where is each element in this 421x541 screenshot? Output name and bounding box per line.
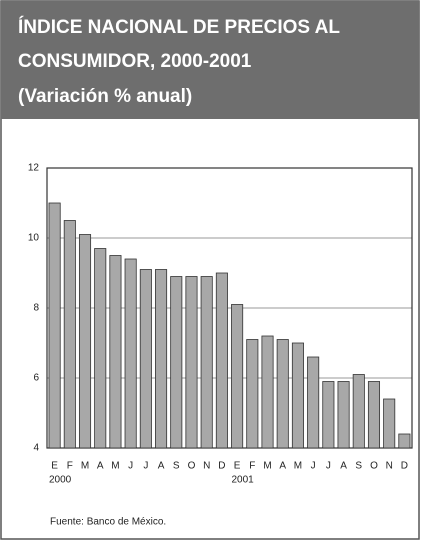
bar — [383, 398, 396, 449]
x-tick-label: A — [340, 461, 347, 472]
bar — [78, 234, 92, 449]
x-tick-label: M — [263, 461, 271, 472]
bar — [63, 220, 76, 449]
bar — [367, 381, 381, 449]
bar — [200, 276, 213, 449]
x-tick-label: M — [111, 461, 119, 472]
bar — [139, 269, 152, 449]
bar — [48, 202, 61, 449]
x-tick-label: M — [81, 461, 89, 472]
header — [1, 1, 419, 119]
bar — [261, 335, 274, 449]
x-tick-label: J — [326, 461, 331, 472]
bar — [94, 248, 107, 449]
x-tick-label: F — [249, 461, 255, 472]
x-tick-label: O — [370, 461, 378, 472]
x-tick-label: D — [401, 461, 408, 472]
bar — [246, 339, 259, 449]
x-tick-label: A — [158, 461, 165, 472]
bar — [124, 258, 137, 449]
y-tick-label: 6 — [33, 373, 39, 384]
bar — [155, 269, 168, 449]
x-tick-label: J — [311, 461, 316, 472]
bar — [291, 342, 304, 449]
y-tick-label: 12 — [28, 163, 40, 174]
x-tick-label: S — [355, 461, 362, 472]
bar — [398, 433, 411, 449]
y-tick-label: 4 — [33, 443, 39, 454]
year-label: 2001 — [232, 475, 255, 486]
title-line: CONSUMIDOR, 2000-2001 — [18, 51, 252, 72]
x-tick-label: J — [128, 461, 133, 472]
y-tick-label: 10 — [28, 233, 40, 244]
bar — [276, 339, 289, 449]
x-tick-label: A — [279, 461, 286, 472]
x-tick-label: F — [67, 461, 73, 472]
bar — [109, 255, 122, 449]
x-tick-label: N — [386, 461, 393, 472]
y-tick-label: 8 — [33, 303, 39, 314]
x-tick-label: D — [218, 461, 225, 472]
x-tick-label: E — [234, 461, 241, 472]
bar — [352, 374, 365, 449]
x-tick-label: N — [203, 461, 210, 472]
bar — [215, 272, 228, 449]
title-line: ÍNDICE NACIONAL DE PRECIOS AL — [18, 16, 340, 38]
x-tick-label: A — [97, 461, 104, 472]
bar — [337, 381, 350, 449]
subtitle: (Variación % anual) — [18, 86, 192, 107]
source: Fuente: Banco de México. — [50, 517, 166, 528]
year-label: 2000 — [49, 475, 72, 486]
bar — [185, 276, 198, 449]
bar — [231, 304, 244, 449]
x-tick-label: M — [294, 461, 302, 472]
x-tick-label: J — [143, 461, 148, 472]
bar — [170, 276, 183, 449]
bar — [307, 356, 320, 449]
plot-frame — [46, 167, 413, 449]
bar — [322, 381, 335, 449]
x-tick-label: S — [173, 461, 180, 472]
x-tick-label: O — [188, 461, 196, 472]
x-tick-label: E — [51, 461, 58, 472]
